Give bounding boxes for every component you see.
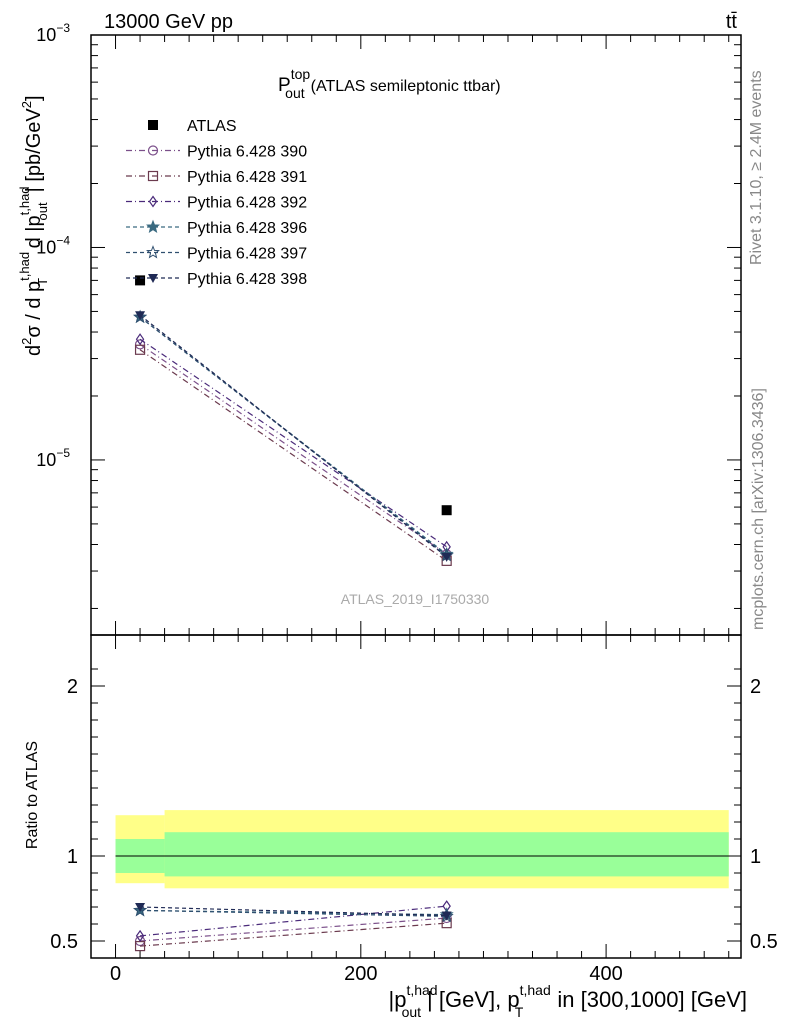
energy-label: 13000 GeV pp: [104, 11, 233, 33]
ratio-point: [133, 903, 148, 917]
main-y-tick-label: 10−4: [36, 233, 70, 257]
x-axis-label: |pt,had out | [GeV], pt,had T in [300,1000]…: [388, 982, 747, 1020]
ratio-series-line: [140, 917, 447, 942]
legend-item: ATLAS: [148, 118, 237, 135]
legend-marker: [148, 274, 158, 283]
data-point: [441, 552, 452, 562]
ratio-point: [441, 911, 452, 921]
legend-marker: [147, 170, 159, 182]
rivet-label: Rivet 3.1.10, ≥ 2.4M events: [748, 70, 765, 265]
main-y-axis-label: d2σ / d pt,hadT d |pt,had out| [pb/GeV2]: [17, 95, 50, 356]
series-line: [139, 316, 448, 556]
band-green-1: [164, 832, 729, 877]
ratio-series-1: [134, 918, 452, 952]
x-tick-label: 200: [344, 963, 377, 985]
ratio-y-tick-label: 2: [750, 676, 761, 698]
ratio-series-0: [134, 912, 452, 947]
ratio-series-4: [133, 903, 454, 923]
legend-marker: [147, 145, 159, 156]
title-rest: (ATLAS semileptonic ttbar): [311, 78, 501, 95]
title-main: P: [278, 75, 291, 96]
main-y-tick-label: 10−5: [36, 446, 70, 470]
process-label: tt̄: [726, 11, 738, 33]
legend-label: ATLAS: [187, 118, 237, 135]
series-0: [135, 275, 452, 516]
ratio-series-line: [140, 922, 447, 947]
title-sub: out: [285, 85, 305, 101]
legend: ATLAS Pythia 6.428 390 Pythia 6.428 391 Pyt…: [126, 118, 307, 288]
series-4: [133, 309, 454, 561]
series-line: [139, 338, 447, 548]
x-tick-label: 400: [589, 963, 622, 985]
ratio-plot-frame: [90, 634, 742, 959]
series-line: [139, 314, 448, 558]
ratio-y-tick-label: 0.5: [50, 931, 78, 953]
legend-label: Pythia 6.428 392: [187, 195, 307, 212]
analysis-label: ATLAS_2019_I1750330: [341, 591, 490, 607]
legend-marker: [146, 245, 160, 259]
ratio-series-5: [135, 903, 452, 921]
legend-marker: [148, 120, 158, 130]
ratio-y-tick-label: 1: [67, 846, 78, 868]
legend-item: Pythia 6.428 390: [126, 144, 307, 161]
legend-item: Pythia 6.428 398: [126, 271, 307, 288]
ratio-y-tick-label: 2: [67, 676, 78, 698]
ratio-series-line: [140, 909, 447, 917]
main-y-tick-label: 10−3: [36, 21, 70, 45]
legend-item: Pythia 6.428 392: [126, 195, 307, 212]
ratio-plot-data: [133, 900, 454, 952]
main-plot-data: [133, 275, 454, 566]
ratio-y-tick-label: 1: [750, 846, 761, 868]
ratio-series-3: [133, 903, 454, 921]
ratio-point: [135, 903, 146, 912]
ratio-point: [135, 929, 145, 942]
series-3: [135, 333, 451, 553]
ratio-series-line: [140, 906, 447, 917]
plot-title: Ptop out (ATLAS semileptonic ttbar): [278, 66, 501, 101]
legend-item: Pythia 6.428 396: [126, 219, 307, 237]
legend-item: Pythia 6.428 391: [126, 169, 307, 186]
legend-label: Pythia 6.428 390: [187, 144, 307, 161]
data-point: [135, 311, 146, 321]
ratio-series-line: [139, 905, 447, 937]
data-point: [134, 344, 146, 355]
mcplots-label: mcplots.cern.ch [arXiv:1306.3436]: [750, 388, 767, 630]
legend-label: Pythia 6.428 391: [187, 169, 307, 186]
series-1: [134, 339, 452, 560]
ratio-y-axis-label: Ratio to ATLAS: [24, 741, 41, 849]
data-point: [441, 505, 452, 516]
legend-item: Pythia 6.428 397: [126, 245, 307, 263]
series-2: [134, 344, 452, 566]
legend-label: Pythia 6.428 397: [187, 246, 307, 263]
legend-marker: [148, 195, 158, 208]
legend-label: Pythia 6.428 396: [187, 220, 307, 237]
data-point: [135, 275, 146, 286]
x-tick-label: 0: [110, 963, 121, 985]
title-sup: top: [291, 66, 311, 82]
axes: 10−5 10−4 10−3 0 200 400 0.5 0.5 1 1 2 2: [36, 21, 778, 985]
series-line: [139, 343, 447, 555]
data-point: [135, 333, 145, 346]
legend-marker: [146, 219, 160, 234]
legend-label: Pythia 6.428 398: [187, 271, 307, 288]
series-line: [139, 349, 448, 562]
ratio-y-tick-label: 0.5: [750, 931, 778, 953]
series-6: [135, 311, 452, 562]
ratio-uncertainty-bands: [115, 810, 729, 889]
